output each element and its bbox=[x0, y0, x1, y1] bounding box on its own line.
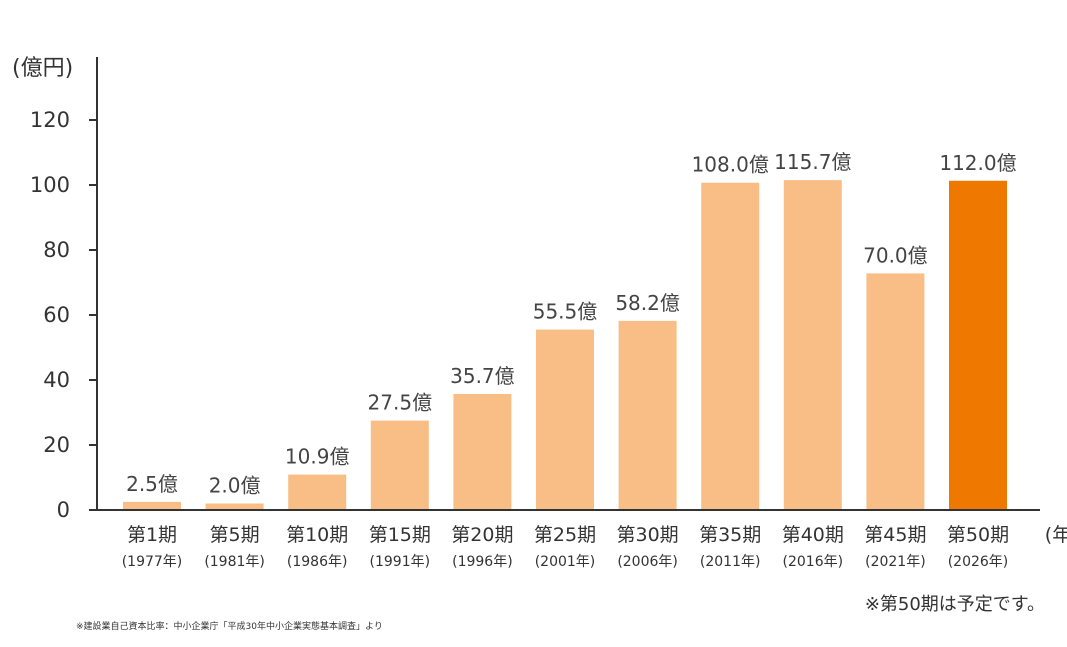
bar-2 bbox=[205, 503, 264, 509]
data-label: 112.0億 bbox=[939, 151, 1016, 175]
year-label: (2016年) bbox=[783, 554, 844, 570]
year-label: (2001年) bbox=[535, 554, 596, 570]
data-label: 55.5億 bbox=[533, 300, 598, 324]
data-label: 108.0億 bbox=[692, 153, 769, 177]
category-label: 第50期 bbox=[947, 524, 1009, 546]
category-label: 第25期 bbox=[534, 524, 596, 546]
data-label: 58.2億 bbox=[615, 291, 680, 315]
data-label: 10.9億 bbox=[285, 445, 350, 469]
year-label: (2011年) bbox=[700, 554, 761, 570]
source-footnote: ※建設業自己資本比率：中小企業庁「平成30年中小企業実態基本調査」より bbox=[76, 622, 383, 632]
bar-8 bbox=[701, 182, 760, 509]
year-label: (1977年) bbox=[122, 554, 183, 570]
year-label: (1996年) bbox=[452, 554, 513, 570]
y-axis-unit-label: (億円) bbox=[12, 56, 73, 81]
bar-6 bbox=[536, 329, 594, 509]
schedule-note: ※第50期は予定です。 bbox=[864, 594, 1045, 615]
y-tick-label: 40 bbox=[43, 368, 70, 392]
year-label: (1986年) bbox=[287, 554, 348, 570]
year-label: (2006年) bbox=[617, 554, 678, 570]
data-label: 27.5億 bbox=[368, 391, 433, 415]
y-tick-label: 20 bbox=[43, 433, 70, 457]
y-axis-ticks: 0 20 40 60 80 100 120 bbox=[30, 108, 97, 522]
data-label: 70.0億 bbox=[863, 243, 928, 267]
data-label: 2.5億 bbox=[126, 472, 178, 496]
category-label: 第30期 bbox=[617, 524, 679, 546]
year-label: (1981年) bbox=[204, 554, 265, 570]
bar-11 bbox=[949, 180, 1007, 509]
bar-4 bbox=[370, 420, 429, 509]
bar-5 bbox=[453, 393, 512, 509]
x-axis-unit-label: (年 bbox=[1045, 524, 1067, 546]
category-label: 第20期 bbox=[451, 524, 513, 546]
y-tick-label: 100 bbox=[30, 173, 70, 197]
bar-9 bbox=[783, 180, 842, 509]
y-tick-label: 0 bbox=[57, 498, 70, 522]
year-label: (2026年) bbox=[948, 554, 1009, 570]
category-label: 第35期 bbox=[699, 524, 761, 546]
data-label: 2.0億 bbox=[209, 474, 261, 498]
year-label: (1991年) bbox=[370, 554, 431, 570]
bar-7 bbox=[618, 320, 677, 509]
category-label: 第5期 bbox=[210, 524, 260, 546]
category-label: 第40期 bbox=[782, 524, 844, 546]
category-label: 第1期 bbox=[127, 524, 177, 546]
bar-1 bbox=[123, 501, 181, 509]
category-label: 第10期 bbox=[286, 524, 348, 546]
y-tick-label: 120 bbox=[30, 108, 70, 132]
bars bbox=[123, 180, 1007, 509]
data-label: 35.7億 bbox=[450, 364, 515, 388]
data-label: 115.7億 bbox=[774, 150, 851, 174]
y-tick-label: 80 bbox=[43, 238, 70, 262]
bar-10 bbox=[866, 273, 925, 509]
category-label: 第45期 bbox=[864, 524, 926, 546]
y-tick-label: 60 bbox=[43, 303, 70, 327]
category-label: 第15期 bbox=[369, 524, 431, 546]
category-labels: 第1期 (1977年) 第5期 (1981年) 第10期 (1986年) 第15期 (1991… bbox=[122, 524, 1009, 570]
year-label: (2021年) bbox=[865, 554, 926, 570]
bar-3 bbox=[288, 474, 347, 509]
